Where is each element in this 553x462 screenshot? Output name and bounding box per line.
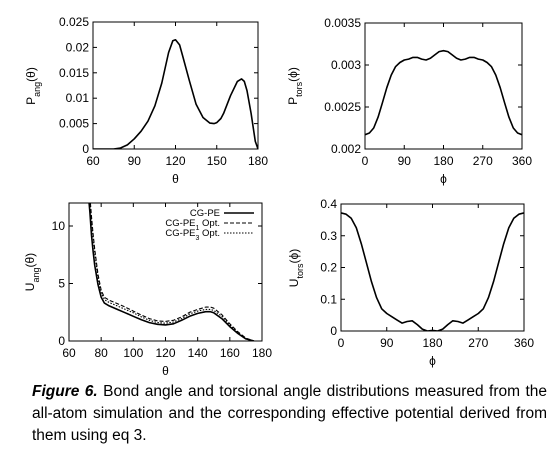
x-tick-label: 90 [398, 154, 412, 168]
y-tick-label: 0.025 [59, 15, 89, 29]
x-tick-label: 160 [220, 346, 240, 360]
y-tick-label: 0.015 [59, 66, 89, 80]
x-tick-label: 80 [94, 346, 108, 360]
x-tick-label: 0 [338, 336, 345, 350]
y-axis-label: Ptors(ϕ) [286, 67, 304, 105]
x-axis-label: ϕ [440, 172, 447, 186]
x-axis-label: ϕ [429, 354, 436, 368]
y-tick-label: 0 [58, 334, 65, 348]
y-tick-label: 0.01 [66, 91, 90, 105]
y-tick-label: 0.4 [320, 197, 337, 211]
y-tick-label: 0.02 [66, 40, 90, 54]
y-tick-label: 0 [82, 142, 89, 156]
series-line-1 [93, 38, 258, 149]
caption-label: Figure 6. [32, 383, 98, 400]
y-axis-label: Uang(θ) [23, 253, 41, 291]
x-tick-label: 90 [380, 336, 394, 350]
y-tick-label: 0.003 [331, 58, 361, 72]
x-tick-label: 0 [362, 154, 369, 168]
x-axis-label: θ [172, 172, 179, 186]
x-tick-label: 270 [468, 336, 488, 350]
x-tick-label: 360 [514, 336, 534, 350]
panel-p_ang: 60 90 120 150 180 0 0.005 0.01 0.015 0.02 0.025 θ Pa… [24, 15, 268, 186]
series-line-1 [365, 49, 522, 136]
y-tick-label: 0 [330, 324, 337, 338]
x-tick-label: 360 [512, 154, 532, 168]
legend-label: CG-PE [190, 208, 220, 219]
panel-p_tors: 0 90 180 270 360 0.002 0.0025 0.003 0.0035 ϕ Ptors… [286, 16, 532, 186]
x-tick-label: 60 [86, 154, 100, 168]
series-line-1 [88, 203, 255, 341]
y-tick-label: 0.2 [320, 261, 337, 275]
x-tick-label: 120 [155, 346, 175, 360]
plot-frame [364, 22, 523, 150]
y-tick-label: 0.005 [59, 117, 89, 131]
series-line-1 [341, 212, 524, 331]
x-tick-label: 60 [62, 346, 76, 360]
y-tick-label: 10 [52, 219, 66, 233]
caption-text: Bond angle and torsional angle distribut… [32, 383, 547, 444]
series-line-2 [89, 203, 255, 341]
x-tick-label: 180 [252, 346, 272, 360]
x-tick-label: 140 [188, 346, 208, 360]
x-tick-label: 90 [128, 154, 142, 168]
y-axis-label: Pang(θ) [24, 67, 42, 105]
x-tick-label: 120 [165, 154, 185, 168]
x-axis-label: θ [162, 364, 169, 378]
y-tick-label: 0.1 [320, 292, 337, 306]
y-axis-label: Utors(ϕ) [287, 249, 305, 287]
y-tick-label: 0.0035 [324, 16, 361, 30]
panel-u_ang: 60 80 100 120 140 160 1800510θUang(θ)CG-PECG-P… [23, 202, 272, 378]
x-tick-label: 270 [473, 154, 493, 168]
y-tick-label: 0.0025 [324, 100, 361, 114]
x-tick-label: 180 [422, 336, 442, 350]
x-tick-label: 150 [207, 154, 227, 168]
legend-label: CG-PE3 Opt. [165, 228, 220, 242]
y-tick-label: 0.3 [320, 229, 337, 243]
x-tick-label: 180 [433, 154, 453, 168]
series-line-3 [89, 203, 255, 341]
y-tick-label: 5 [58, 277, 65, 291]
figure: 60 90 120 150 180 0 0.005 0.01 0.015 0.02 0.025 θ Pa… [23, 15, 534, 378]
panel-u_tors: 0 90 180 270 360 0 0.1 0.2 0.3 0.4 ϕ Utors(ϕ) [287, 197, 534, 368]
x-tick-label: 180 [248, 154, 268, 168]
legend-label: CG-PE1 Opt. [165, 218, 220, 232]
y-tick-label: 0.002 [331, 142, 361, 156]
x-tick-label: 100 [123, 346, 143, 360]
figure-caption: Figure 6. Bond angle and torsional angle… [32, 381, 547, 447]
